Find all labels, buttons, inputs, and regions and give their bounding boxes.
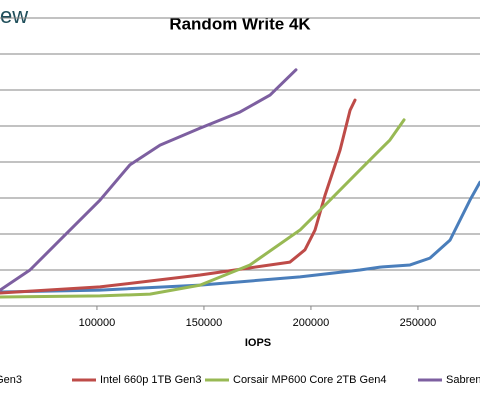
- legend-label: Sabrent Rocket 4 Plus: [446, 374, 480, 386]
- x-tick-label: 150000: [186, 317, 223, 329]
- legend-label: Corsair MP600 Core 2TB Gen4: [233, 374, 386, 386]
- x-tick-label: 100000: [79, 317, 116, 329]
- x-axis-label: IOPS: [245, 337, 271, 349]
- line-series: [0, 180, 480, 294]
- line-series: [0, 98, 357, 295]
- legend-label: Samsung 980 1TB Gen3: [0, 374, 22, 386]
- x-tick-label: 250000: [400, 317, 437, 329]
- line-series: [0, 118, 406, 299]
- chart-title: Random Write 4K: [169, 14, 311, 33]
- legend-label: Intel 660p 1TB Gen3: [100, 374, 202, 386]
- x-tick-label: 200000: [293, 317, 330, 329]
- line-series: [0, 68, 298, 292]
- logo: ew: [0, 3, 28, 28]
